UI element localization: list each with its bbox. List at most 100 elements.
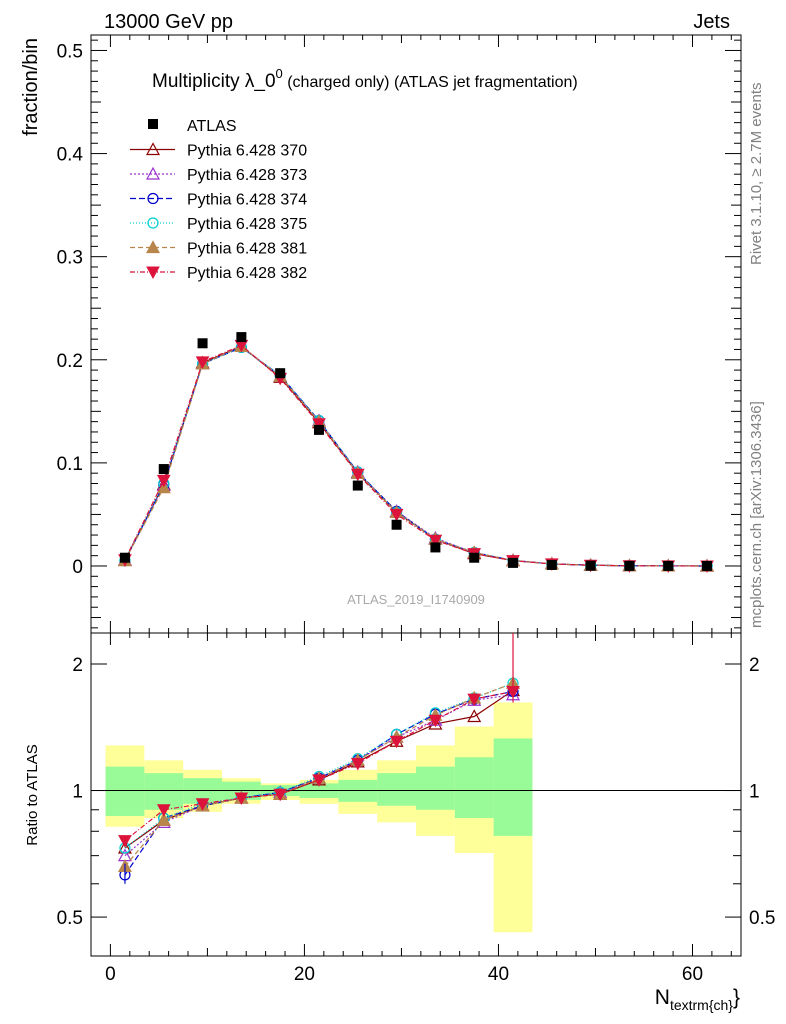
series-line-s373 [124,345,708,567]
rivet-label: Rivet 3.1.10, ≥ 2.7M events [748,83,765,266]
series-line-s375 [124,346,708,567]
title-suffix: (charged only) (ATLAS jet fragmentation) [283,74,578,91]
ratio-point-s381 [156,812,171,826]
ratio-point-s382 [156,804,171,817]
y-tick-label: 0.1 [57,454,83,475]
x-tick-label: 20 [294,964,315,985]
ratio-bands [105,702,533,933]
legend-label-s381: Pythia 6.428 381 [187,241,307,258]
ratio-point-s382 [234,792,249,806]
series-line-s382 [124,344,708,567]
data-point [508,557,519,568]
legend-marker-s373 [145,166,161,180]
main-plot-frame: 0 0.1 0.2 0.3 0.4 0.5 [57,34,742,634]
ratio-point-s382 [389,735,404,749]
data-point [236,332,247,343]
ratio-point-s382 [312,774,326,787]
legend-label-data: ATLAS [187,118,237,135]
legend: ATLAS Pythia 6.428 370 Pythia 6.428 373 Pyt… [130,118,307,282]
mcplots-label: mcplots.cern.ch [arXiv:1306.3436] [748,401,765,628]
y-tick-label: 0.4 [57,145,84,166]
ratio-plot-frame: 0 20 40 60 0.5 0.5 1 1 2 2 [57,35,775,985]
plot-title: Multiplicity λ_00 (charged only) (ATLAS … [152,66,578,92]
data-point [275,368,286,379]
legend-label-s382: Pythia 6.428 382 [187,265,307,282]
data-point [469,552,480,563]
ratio-point-s382 [195,798,210,811]
x-tick-label: 40 [488,964,509,985]
legend-label-s370: Pythia 6.428 370 [187,143,307,160]
band-inner [454,757,494,819]
main-y-axis-label: fraction/bin [20,38,42,136]
series-line-s374 [124,346,708,567]
title-superscript: 0 [276,66,283,81]
ratio-point-s382 [350,757,365,771]
ratio-point-s382 [273,788,288,802]
series-point-s382 [389,508,404,522]
data-point [197,338,208,349]
band-inner [105,766,145,816]
ratio-y-tick-label: 2 [72,655,83,676]
series-line-s381 [124,345,708,567]
data-point [624,560,635,571]
y-tick-label: 0 [72,557,83,578]
x-axis-label: Ntextrm{ch}} [655,986,740,1013]
x-axis-label-close: } [733,986,740,1009]
data-point [119,552,130,563]
legend-label-s373: Pythia 6.428 373 [187,167,307,184]
y-tick-label: 0.5 [57,41,83,62]
band-inner [416,766,455,810]
data-point [352,480,363,491]
ratio-point-s382 [467,693,482,707]
legend-marker-s374 [147,192,159,205]
band-inner [493,738,533,836]
data-point [158,464,169,475]
band-inner [377,773,416,806]
data-point [546,559,557,570]
legend-marker-s381 [145,240,161,254]
data-point [663,560,674,571]
ratio-point-s370 [467,709,482,723]
data-point [430,542,441,553]
legend-label-s374: Pythia 6.428 374 [187,192,307,209]
ratio-point-s382 [118,835,132,848]
ratio-y-tick-label-right: 1 [749,782,760,803]
legend-marker-data [148,119,158,129]
data-point [585,560,596,571]
legend-marker-s370 [145,142,161,156]
x-axis-label-sub: textrm{ch} [670,997,733,1013]
data-point [313,424,324,435]
series-point-s382 [195,356,210,369]
legend-marker-s375 [147,217,159,229]
header-left: 13000 GeV pp [104,11,233,33]
main-series-layer [117,332,715,574]
series-line-s370 [124,345,708,567]
ratio-y-tick-label: 1 [72,782,83,803]
x-tick-label: 0 [105,964,116,985]
legend-label-s375: Pythia 6.428 375 [187,216,307,233]
series-point-s382 [156,474,171,488]
ratio-y-tick-label-right: 0.5 [749,908,775,929]
ratio-y-axis-label: Ratio to ATLAS [24,744,41,845]
ratio-line-s382 [124,690,514,842]
ratio-plot-border [90,632,742,957]
header-right: Jets [693,11,730,33]
ratio-series-layer [117,633,521,884]
legend-marker-s382 [146,266,160,280]
y-tick-label: 0.3 [57,248,83,269]
ratio-y-tick-label: 0.5 [57,908,83,929]
series-point-s382 [312,418,326,431]
data-point [702,560,713,571]
y-tick-label: 0.2 [57,351,83,372]
series-point-s382 [350,468,365,482]
ratio-y-tick-label-right: 2 [749,655,760,676]
x-tick-label: 60 [682,964,703,985]
ratio-point-s382 [428,714,443,728]
analysis-watermark: ATLAS_2019_I1740909 [347,592,485,607]
ratio-point-s370 [428,716,443,730]
data-point [391,519,402,530]
ratio-line-s381 [124,682,514,867]
band-inner [144,773,184,810]
series-point-s382 [428,534,443,548]
